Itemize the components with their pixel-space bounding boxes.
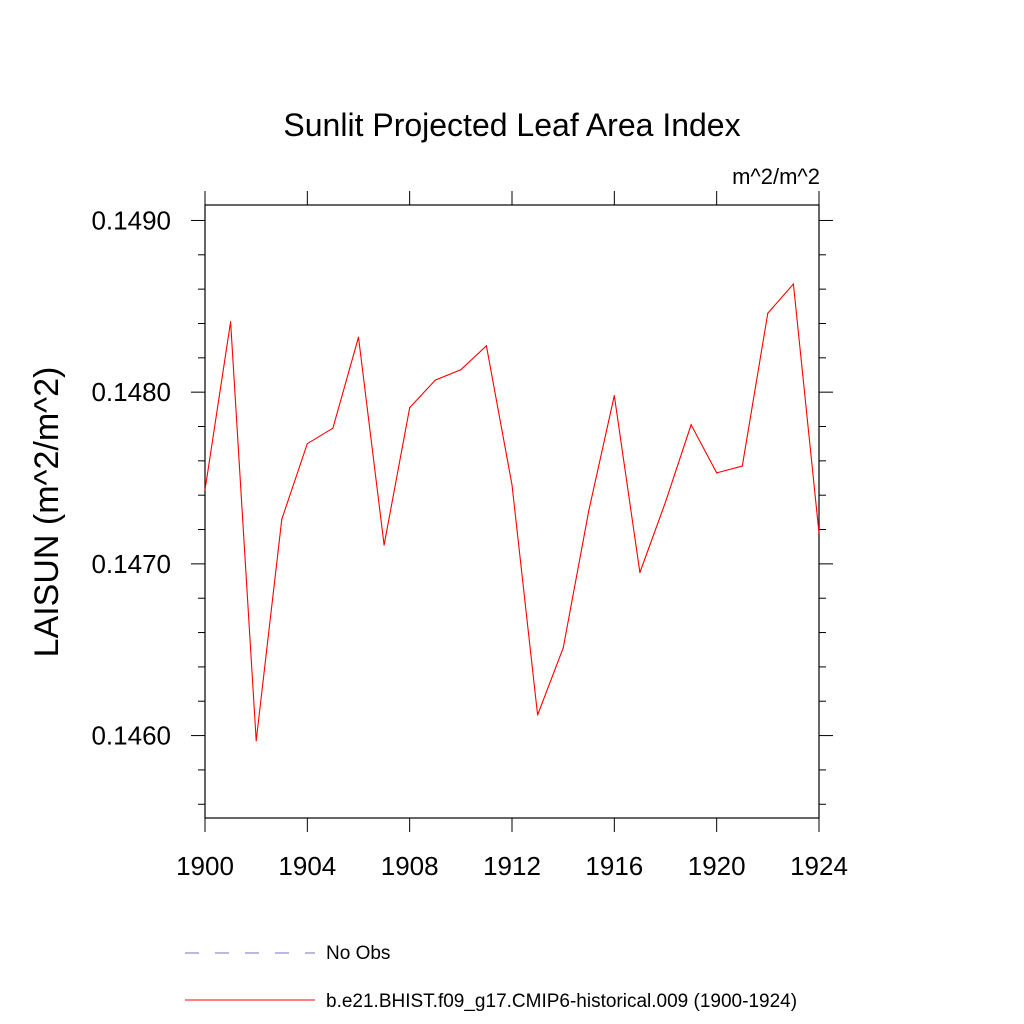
legend-label-historical: b.e21.BHIST.f09_g17.CMIP6-historical.009… (326, 991, 797, 1012)
x-tick-label: 1912 (483, 851, 541, 881)
y-tick-label: 0.1480 (91, 377, 171, 407)
x-tick-label: 1908 (381, 851, 439, 881)
units-label: m^2/m^2 (732, 164, 820, 189)
legend-label-no-obs: No Obs (326, 943, 390, 964)
y-tick-label: 0.1490 (91, 205, 171, 235)
data-point (690, 424, 692, 426)
series-layer (204, 282, 820, 742)
data-point (639, 571, 641, 574)
data-point (792, 283, 795, 285)
x-axis-ticks: 1900 1904 1908 1912 1916 1920 1924 (176, 191, 848, 881)
data-point (255, 740, 257, 742)
y-tick-label: 0.1460 (91, 721, 171, 751)
data-point (588, 510, 590, 512)
data-point (741, 465, 743, 467)
data-point (818, 532, 820, 534)
plot-frame (204, 204, 820, 819)
data-point (664, 501, 667, 503)
data-point (229, 321, 232, 323)
data-point (536, 714, 539, 716)
data-point (511, 484, 513, 486)
data-point (460, 369, 462, 371)
legend: No Obs b.e21.BHIST.f09_g17.CMIP6-histori… (185, 943, 797, 1012)
x-tick-label: 1900 (176, 851, 234, 881)
data-point (613, 394, 615, 397)
data-point (485, 345, 488, 347)
data-point (332, 427, 334, 429)
data-point (767, 312, 769, 314)
x-tick-label: 1916 (585, 851, 643, 881)
data-point (281, 518, 283, 520)
data-point (383, 544, 385, 546)
data-point (716, 472, 718, 474)
data-point (204, 489, 206, 491)
chart-title: Sunlit Projected Leaf Area Index (283, 107, 740, 143)
series-line-0 (204, 282, 820, 741)
y-axis-label: LAISUN (m^2/m^2) (28, 367, 66, 658)
data-point (434, 379, 436, 381)
data-point (562, 647, 564, 649)
y-axis-ticks: 0.1460 0.1470 0.1480 0.1490 (91, 205, 833, 805)
data-point (306, 443, 308, 445)
y-tick-label: 0.1470 (91, 549, 171, 579)
x-tick-label: 1920 (688, 851, 746, 881)
x-tick-label: 1904 (278, 851, 336, 881)
data-point (357, 336, 360, 338)
data-point (409, 407, 411, 409)
x-tick-label: 1924 (790, 851, 848, 881)
